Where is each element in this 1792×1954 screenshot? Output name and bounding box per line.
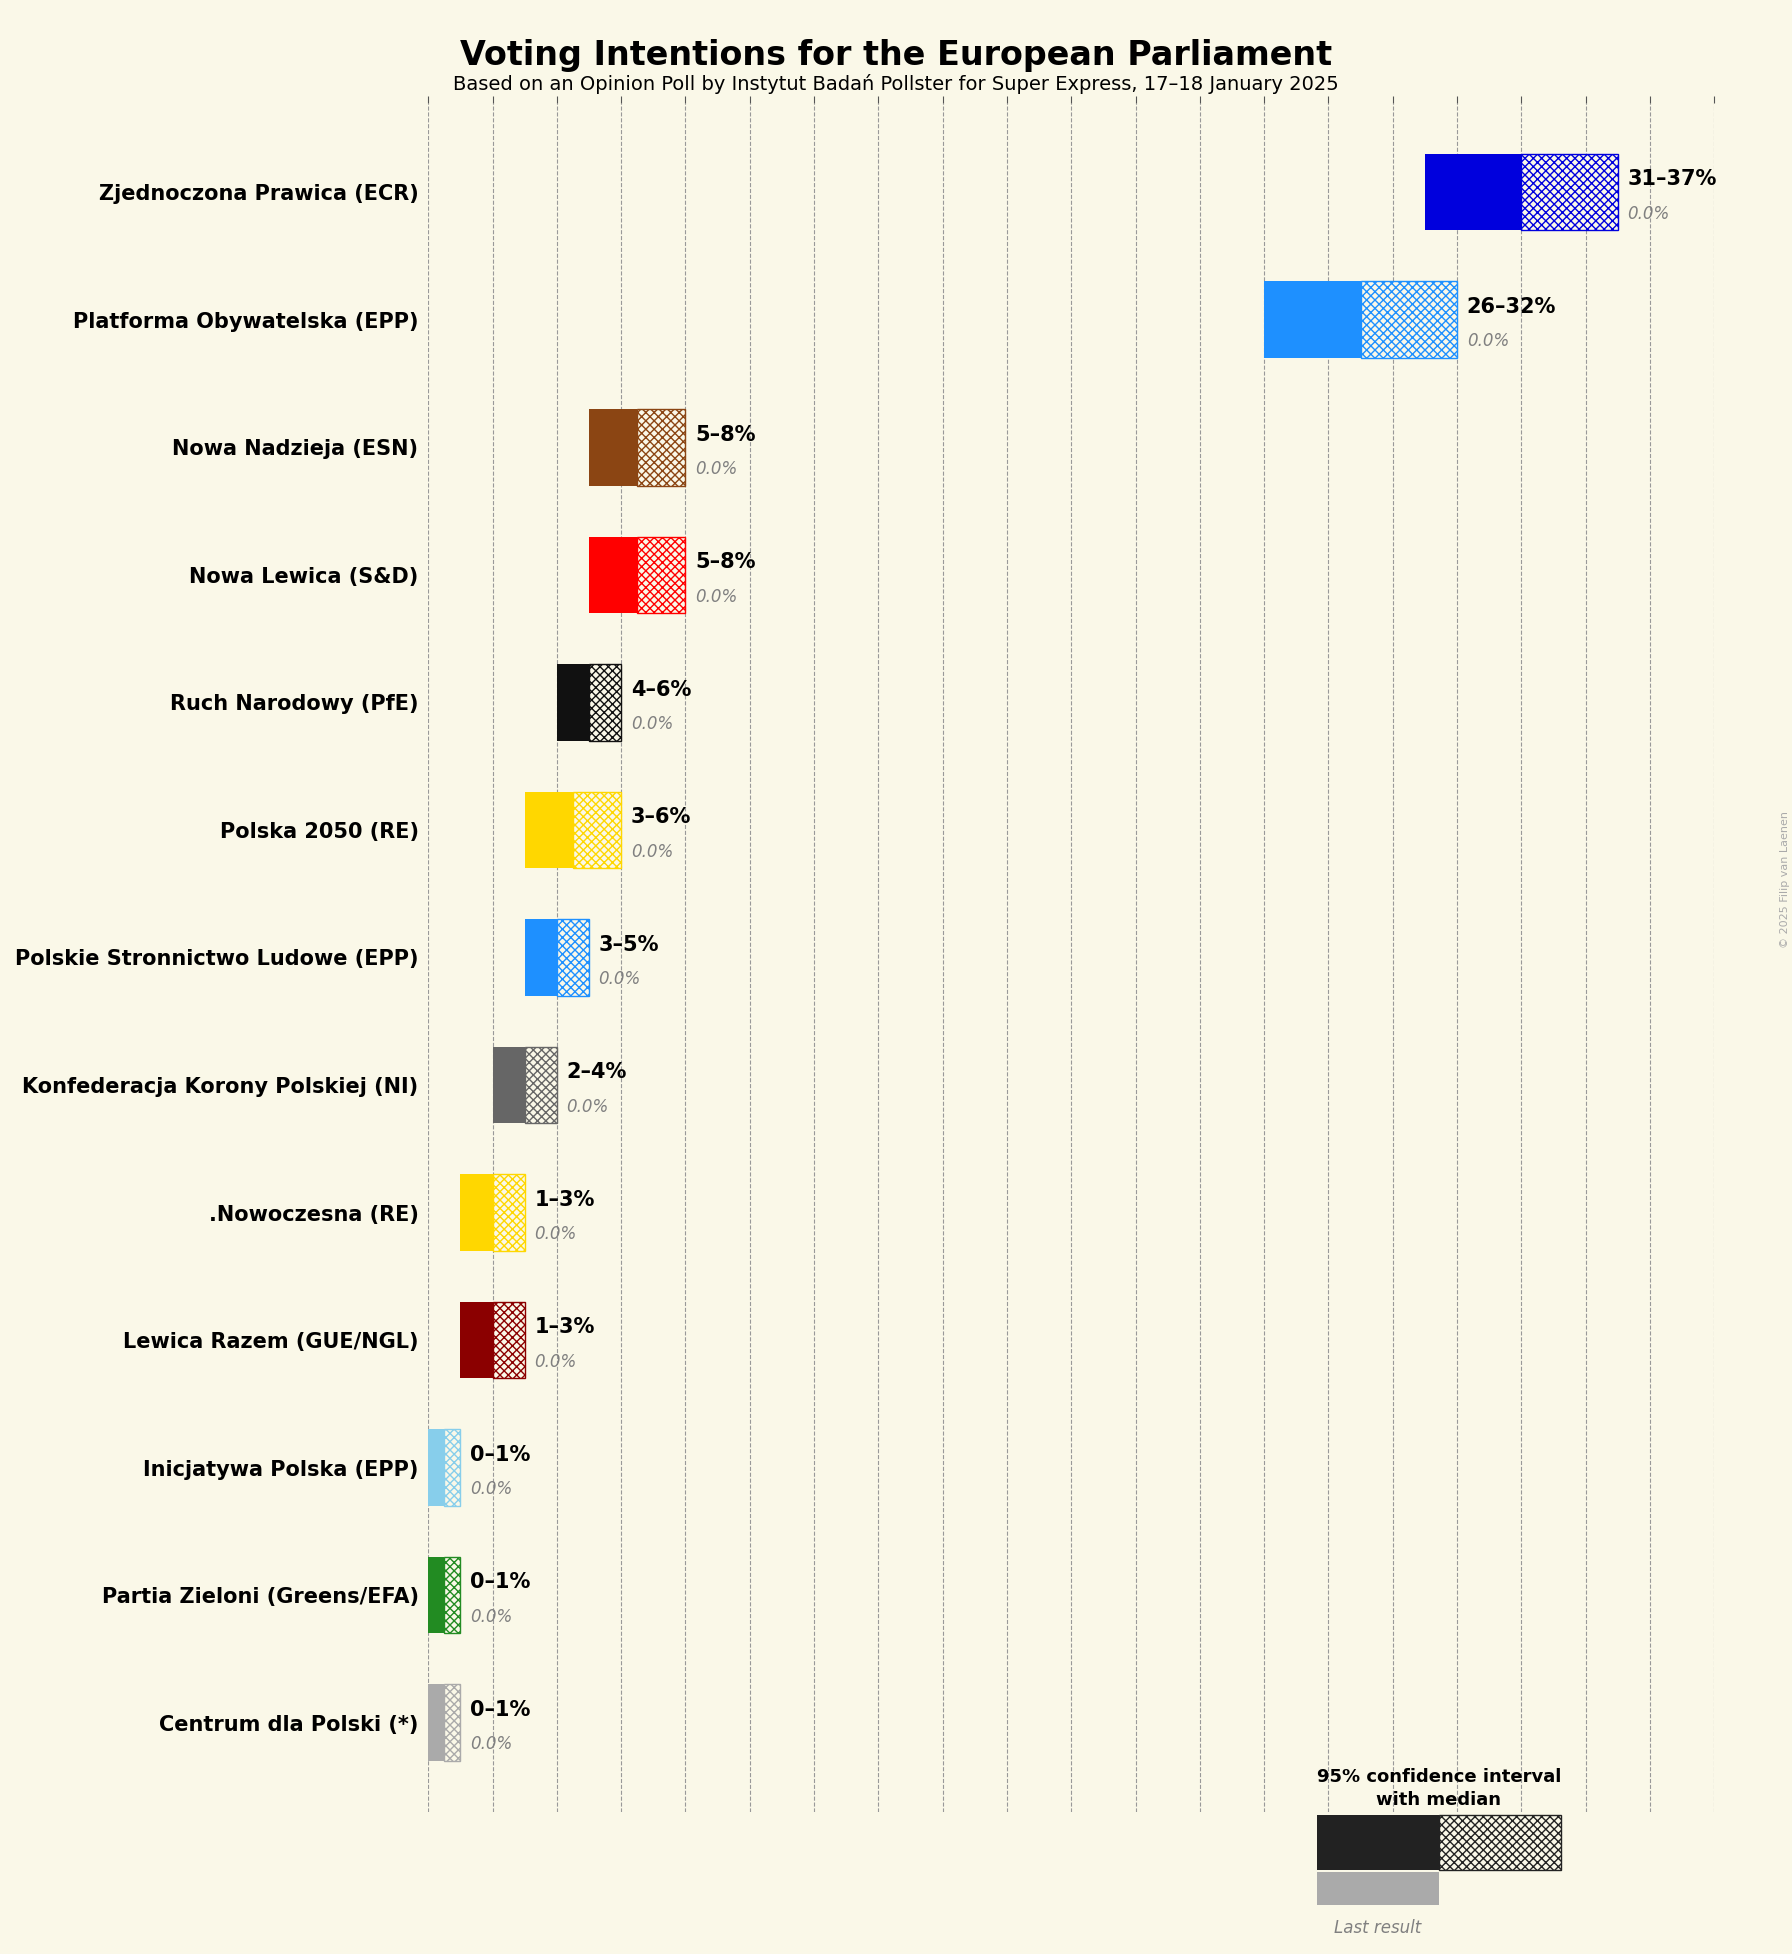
- Text: 31–37%: 31–37%: [1627, 170, 1717, 190]
- Bar: [1360, 281, 1457, 358]
- Bar: [525, 791, 573, 868]
- Text: 0.0%: 0.0%: [1466, 332, 1509, 350]
- Text: 0–1%: 0–1%: [470, 1700, 530, 1720]
- Text: 4–6%: 4–6%: [631, 680, 692, 700]
- Bar: [590, 537, 638, 614]
- Bar: [461, 1301, 493, 1378]
- Text: Based on an Opinion Poll by Instytut Badań Pollster for Super Express, 17–18 Jan: Based on an Opinion Poll by Instytut Bad…: [453, 74, 1339, 94]
- Bar: [638, 537, 685, 614]
- Text: with median: with median: [1376, 1792, 1502, 1809]
- Bar: [590, 664, 622, 741]
- Text: 0.0%: 0.0%: [566, 1098, 609, 1116]
- Text: © 2025 Filip van Laenen: © 2025 Filip van Laenen: [1779, 811, 1790, 948]
- Bar: [493, 1174, 525, 1251]
- Bar: [428, 1684, 444, 1761]
- Bar: [493, 1301, 525, 1378]
- Bar: [444, 1684, 461, 1761]
- Text: 0.0%: 0.0%: [631, 842, 674, 860]
- Text: 0.0%: 0.0%: [631, 715, 674, 733]
- Bar: [638, 408, 685, 485]
- Text: 0.0%: 0.0%: [470, 1735, 513, 1753]
- Bar: [1425, 154, 1521, 231]
- Bar: [428, 1430, 444, 1507]
- Text: 0.0%: 0.0%: [599, 969, 642, 989]
- Bar: [461, 1174, 493, 1251]
- Bar: [557, 918, 590, 997]
- Bar: [1263, 281, 1360, 358]
- Text: 3–5%: 3–5%: [599, 934, 659, 956]
- Text: Last result: Last result: [1335, 1919, 1421, 1936]
- Bar: [444, 1430, 461, 1507]
- Bar: [557, 664, 590, 741]
- Bar: [525, 1047, 557, 1124]
- Bar: [525, 918, 557, 997]
- Text: 95% confidence interval: 95% confidence interval: [1317, 1768, 1561, 1786]
- Text: 0.0%: 0.0%: [534, 1352, 577, 1372]
- Bar: [444, 1557, 461, 1634]
- Text: 26–32%: 26–32%: [1466, 297, 1555, 317]
- Text: 0.0%: 0.0%: [1627, 205, 1670, 223]
- Text: 0.0%: 0.0%: [470, 1608, 513, 1626]
- Text: 1–3%: 1–3%: [534, 1190, 595, 1210]
- Text: 2–4%: 2–4%: [566, 1063, 627, 1083]
- Text: 0.0%: 0.0%: [534, 1225, 577, 1243]
- Text: 0–1%: 0–1%: [470, 1573, 530, 1593]
- Bar: [590, 408, 638, 485]
- Text: 3–6%: 3–6%: [631, 807, 692, 827]
- Bar: [573, 791, 622, 868]
- Text: 0.0%: 0.0%: [695, 459, 737, 479]
- Text: 5–8%: 5–8%: [695, 553, 756, 573]
- Text: 5–8%: 5–8%: [695, 424, 756, 446]
- Bar: [493, 1047, 525, 1124]
- Text: 0–1%: 0–1%: [470, 1444, 530, 1466]
- Text: 0.0%: 0.0%: [695, 588, 737, 606]
- Bar: [1521, 154, 1618, 231]
- Text: Voting Intentions for the European Parliament: Voting Intentions for the European Parli…: [461, 39, 1331, 72]
- Bar: [428, 1557, 444, 1634]
- Text: 0.0%: 0.0%: [470, 1481, 513, 1499]
- Text: 1–3%: 1–3%: [534, 1317, 595, 1337]
